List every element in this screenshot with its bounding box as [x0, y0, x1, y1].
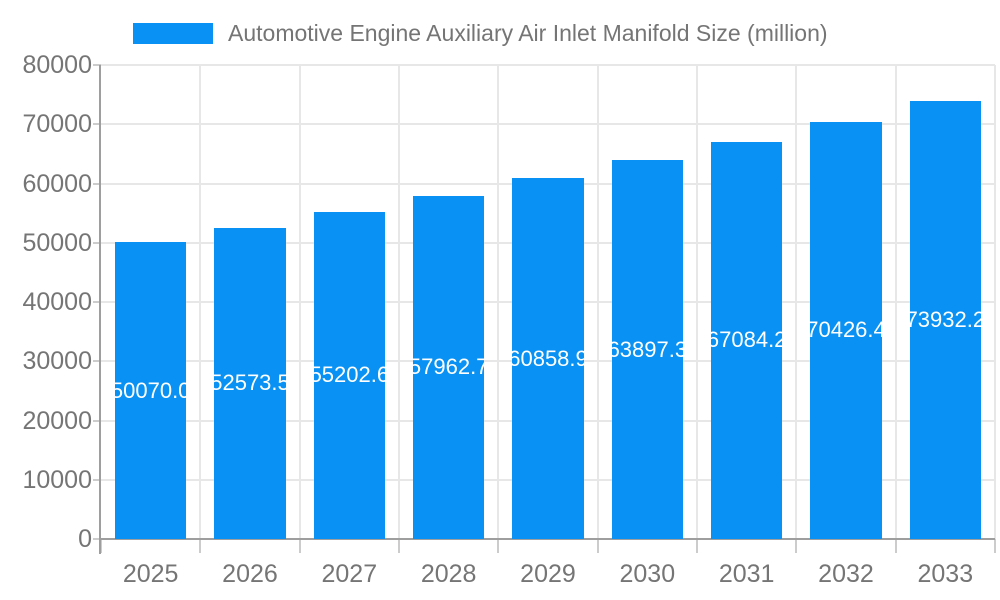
gridline-vertical [199, 65, 202, 539]
gridline-vertical [696, 65, 698, 539]
x-axis-tick-label: 2030 [619, 560, 676, 588]
bar-value-label: 60858.9 [512, 345, 584, 371]
bar[interactable]: 60858.9 [512, 178, 584, 539]
y-axis-tick-label: 0 [78, 525, 92, 553]
y-axis-tick-label: 40000 [22, 288, 92, 316]
y-axis-tick [93, 301, 101, 303]
gridline-horizontal [101, 123, 995, 126]
x-axis-tick-label: 2028 [420, 560, 477, 588]
gridline-vertical [298, 65, 301, 539]
bar[interactable]: 63897.3 [611, 160, 684, 539]
bar-value-label: 57962.7 [412, 354, 485, 380]
y-axis-tick-label: 10000 [22, 465, 92, 494]
y-axis-tick [93, 478, 101, 481]
y-axis-tick-label: 60000 [22, 169, 92, 198]
x-axis-tick-label: 2032 [818, 560, 874, 588]
y-axis-line [99, 65, 101, 554]
x-axis-tick-label: 2027 [321, 560, 378, 588]
x-axis-tick [100, 539, 102, 553]
y-axis-tick [93, 360, 101, 363]
x-axis-tick-label: 2025 [122, 560, 179, 588]
x-axis-tick [795, 539, 798, 553]
x-axis-tick [398, 539, 400, 553]
x-axis-line [99, 538, 995, 540]
bar[interactable]: 70426.4 [810, 121, 882, 539]
x-axis-tick [894, 539, 897, 553]
y-axis-tick [93, 419, 101, 422]
x-axis-tick [497, 539, 500, 553]
x-axis-tick [199, 539, 202, 553]
gridline-vertical [596, 65, 599, 539]
x-axis-tick-label: 2031 [718, 560, 775, 588]
x-axis-tick-label: 2029 [520, 560, 576, 588]
y-axis-tick [93, 123, 101, 126]
gridline-horizontal [101, 64, 995, 66]
y-axis-tick-label: 70000 [22, 110, 92, 139]
x-axis-tick-label: 2026 [222, 560, 278, 588]
y-axis-tick [93, 64, 101, 66]
gridline-vertical [398, 65, 400, 539]
bar[interactable]: 73932.2 [909, 100, 982, 539]
bar-value-label: 50070.0 [114, 377, 187, 403]
gridline-vertical [497, 65, 500, 539]
y-axis-tick [93, 538, 101, 540]
legend-item[interactable]: Automotive Engine Auxiliary Air Inlet Ma… [133, 20, 828, 47]
y-axis-tick-label: 30000 [22, 347, 92, 376]
y-axis-tick-label: 50000 [22, 228, 92, 257]
bar[interactable]: 67084.2 [710, 141, 783, 539]
x-axis-tick [696, 539, 698, 553]
legend-swatch-icon [133, 23, 213, 44]
gridline-vertical [894, 65, 897, 539]
bar[interactable]: 57962.7 [412, 195, 485, 539]
x-axis-tick [298, 539, 301, 553]
x-axis-tick-label: 2033 [917, 560, 974, 588]
gridline-vertical [994, 65, 996, 539]
bar-value-label: 70426.4 [810, 317, 882, 343]
gridline-vertical [795, 65, 798, 539]
bar-value-label: 67084.2 [710, 327, 783, 353]
y-axis-tick [93, 241, 101, 244]
bar-value-label: 52573.5 [214, 370, 286, 396]
legend-label: Automotive Engine Auxiliary Air Inlet Ma… [228, 20, 828, 46]
bar-value-label: 73932.2 [909, 306, 982, 332]
x-axis-tick [994, 539, 996, 553]
bar-value-label: 63897.3 [611, 336, 684, 362]
y-axis-tick-label: 80000 [22, 51, 92, 79]
bar[interactable]: 55202.6 [313, 211, 386, 539]
x-axis-tick [596, 539, 599, 553]
bar[interactable]: 52573.5 [214, 227, 286, 539]
y-axis-tick [93, 182, 101, 185]
y-axis-tick-label: 20000 [22, 406, 92, 435]
bar-value-label: 55202.6 [313, 362, 386, 388]
bar[interactable]: 50070.0 [114, 242, 187, 539]
